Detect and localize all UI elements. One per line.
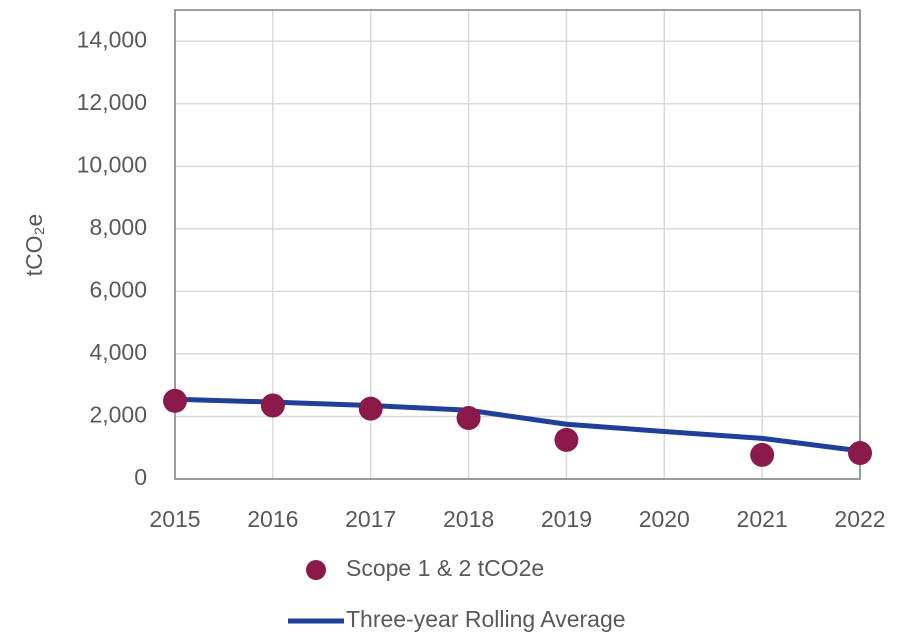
x-tick-label: 2015: [149, 506, 200, 532]
y-tick-label: 2,000: [89, 402, 147, 428]
data-point: [358, 396, 383, 421]
y-tick-label: 0: [134, 464, 147, 490]
x-tick-label: 2022: [834, 506, 885, 532]
y-tick-label: 4,000: [89, 339, 147, 365]
legend-marker: [306, 560, 326, 580]
data-point: [750, 442, 775, 467]
x-tick-label: 2018: [443, 506, 494, 532]
y-tick-label: 10,000: [77, 151, 147, 177]
y-tick-label: 6,000: [89, 276, 147, 302]
data-point: [260, 393, 285, 418]
plot-border: [174, 9, 861, 480]
x-tick-label: 2019: [541, 506, 592, 532]
rolling-average-line: [174, 396, 861, 454]
legend-label: Three-year Rolling Average: [346, 606, 626, 632]
y-tick-label: 8,000: [89, 214, 147, 240]
x-tick-label: 2016: [247, 506, 298, 532]
data-point: [456, 406, 481, 431]
x-tick-label: 2021: [737, 506, 788, 532]
legend-label: Scope 1 & 2 tCO2e: [346, 555, 544, 581]
x-tick-label: 2017: [345, 506, 396, 532]
y-tick-label: 12,000: [77, 89, 147, 115]
y-axis-label: tCO₂e: [21, 214, 47, 277]
y-tick-label: 14,000: [77, 26, 147, 52]
data-point: [163, 388, 187, 413]
data-point: [554, 427, 579, 452]
x-tick-label: 2020: [639, 506, 690, 532]
data-point: [848, 441, 872, 466]
